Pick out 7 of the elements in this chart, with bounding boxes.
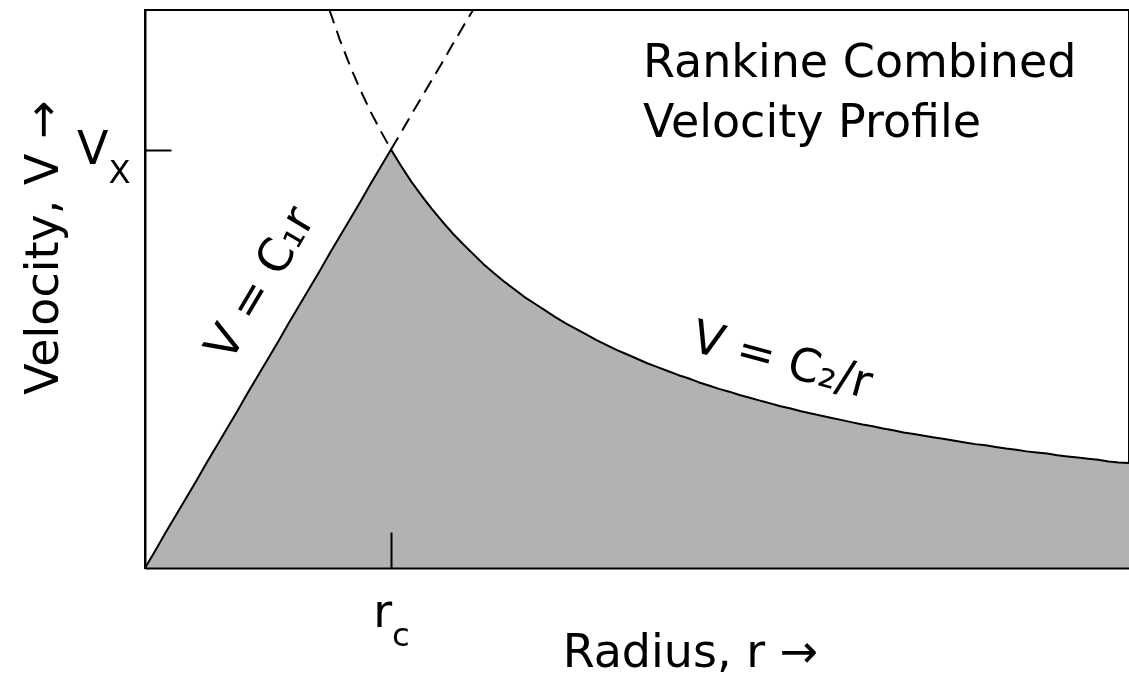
y-axis-title: Velocity, V → [14,100,69,395]
text: r$_{c}$ [373,583,410,654]
x-axis-title: Radius, r → [562,623,819,678]
annotation: V = C₁r [192,196,326,370]
text: V$_{X}$ [76,121,131,191]
annotation: V = C₂/r [686,308,879,410]
text: Rankine Combined Velocity Profile [643,34,1077,148]
